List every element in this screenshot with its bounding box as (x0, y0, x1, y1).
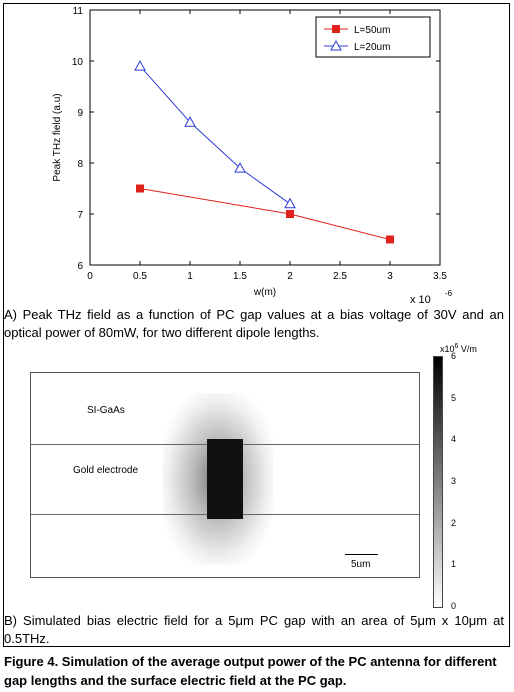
simulation-image: SI-GaAs Gold electrode 5um (30, 372, 420, 578)
data-point (284, 197, 296, 209)
data-point (134, 60, 146, 71)
x-tick-label: 3 (387, 271, 393, 282)
data-point (136, 184, 144, 193)
colorbar-tick-label: 3 (451, 476, 457, 486)
substrate-label: SI-GaAs (87, 405, 125, 416)
y-tick-label: 9 (77, 108, 83, 119)
data-point (286, 210, 294, 218)
series-line-2 (139, 65, 291, 205)
y-tick-label: 7 (77, 210, 83, 221)
x-axis-label: w(m) (253, 287, 276, 298)
x-tick-label: 1.5 (233, 271, 247, 282)
y-tick-label: 11 (73, 6, 84, 17)
colorbar-tick-label: 4 (451, 434, 457, 445)
x-tick-label: 2 (287, 271, 293, 282)
legend-marker-1 (332, 25, 340, 33)
x-tick-label: 0.5 (133, 271, 147, 282)
y-axis-label: Peak THz field (a.u) (52, 93, 63, 181)
plot-frame (89, 9, 441, 266)
colorbar-tick-label: 1 (451, 559, 457, 570)
colorbar-tick-label: 0 (451, 601, 457, 611)
electrode-label: Gold electrode (73, 465, 139, 476)
data-point (386, 235, 394, 244)
pc-gap (207, 439, 243, 519)
legend-marker-2 (330, 39, 342, 51)
scale-bar (345, 554, 378, 555)
data-point (234, 162, 246, 173)
data-point (184, 116, 196, 127)
scale-label: 5um (351, 559, 371, 570)
colorbar-tick-label: 6 (451, 351, 457, 361)
figure-caption: Figure 4. Simulation of the average outp… (4, 654, 497, 688)
legend-label-2: L=20um (354, 42, 390, 53)
caption-b: B) Simulated bias electric field for a 5… (4, 613, 504, 646)
x-tick-label: 1 (187, 271, 193, 282)
legend-label-1: L=50um (354, 25, 390, 36)
x-tick-label: 0 (87, 271, 93, 282)
y-tick-label: 8 (77, 159, 83, 170)
x-tick-label: 3.5 (433, 271, 447, 282)
colorbar-tick-label: 2 (451, 517, 457, 528)
x-tick-label: 2.5 (333, 271, 347, 282)
line-chart: 0 0.5 1 1.5 2 2.5 3 3.5 6 7 8 9 10 11 w(m) Peak THz fie… (52, 6, 453, 306)
caption-a: A) Peak THz field as a function of PC ga… (4, 307, 504, 340)
y-tick-label: 10 (72, 57, 84, 68)
colorbar-tick-label: 5 (451, 392, 457, 403)
colorbar-unit: x106 V/m (440, 343, 477, 354)
colorbar (433, 356, 443, 608)
x-multiplier-exp: -6 (445, 289, 453, 298)
x-multiplier: x 10 (410, 294, 431, 306)
series-line-1 (139, 188, 391, 240)
y-tick-label: 6 (77, 261, 83, 272)
